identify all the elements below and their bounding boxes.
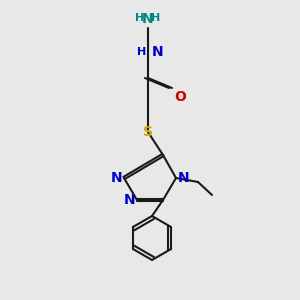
Text: H: H [152, 13, 160, 23]
Text: N: N [110, 171, 122, 185]
Text: N: N [123, 193, 135, 207]
Text: H: H [135, 13, 145, 23]
Text: O: O [174, 90, 186, 104]
Text: H: H [137, 47, 146, 57]
Text: N: N [178, 171, 190, 185]
Text: S: S [143, 125, 153, 139]
Text: N: N [152, 45, 164, 59]
Text: N: N [142, 12, 154, 26]
